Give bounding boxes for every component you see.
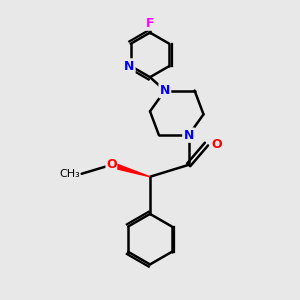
Text: N: N [124,59,134,73]
Text: N: N [184,129,194,142]
Text: CH₃: CH₃ [59,169,80,179]
Text: O: O [211,138,222,151]
Text: F: F [146,17,154,30]
Text: O: O [106,158,117,171]
Polygon shape [111,162,150,177]
Text: N: N [160,84,170,97]
